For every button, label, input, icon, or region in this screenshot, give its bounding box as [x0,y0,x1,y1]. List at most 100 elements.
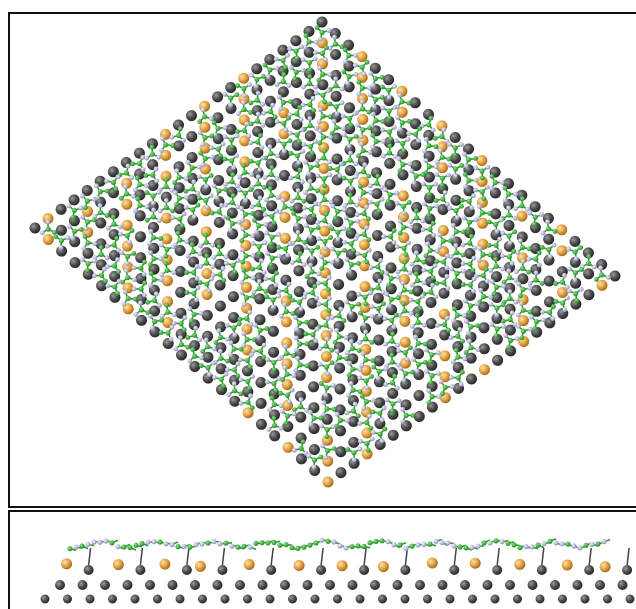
nitrogen-atom [449,266,454,271]
green-atom [249,122,254,127]
green-atom [520,336,525,341]
nitrogen-atom [304,160,309,165]
gray-atom [383,74,394,85]
green-atom [494,305,499,310]
green-atom [304,320,309,325]
nitrogen-atom [424,369,429,374]
nitrogen-atom [226,392,231,397]
green-atom [400,120,405,125]
nitrogen-atom [288,241,293,246]
green-atom [467,261,472,266]
green-atom [185,335,190,340]
orange-atom [439,350,450,361]
green-atom [202,135,207,140]
green-atom [361,169,366,174]
green-atom [433,136,438,141]
green-atom [307,81,312,86]
green-atom [85,219,90,224]
green-atom [277,543,282,548]
green-atom [366,216,371,221]
nitrogen-atom [79,206,84,211]
nitrogen-atom [151,201,156,206]
green-atom [316,78,321,83]
nitrogen-atom [473,165,478,170]
green-atom [325,448,330,453]
green-atom [440,176,445,181]
green-atom [232,270,237,275]
green-atom [360,85,365,90]
green-atom [414,208,419,213]
nitrogen-atom [276,294,281,299]
green-atom [177,217,182,222]
green-atom [508,317,513,322]
nitrogen-atom [302,262,307,267]
gray-atom [135,231,146,242]
nitrogen-atom [328,135,333,140]
nitrogen-atom [383,316,388,321]
green-atom [281,72,286,77]
green-atom [428,269,433,274]
green-atom [401,246,406,251]
nitrogen-atom [279,426,284,431]
green-atom [363,295,368,300]
nitrogen-atom [310,256,315,261]
green-atom [215,126,220,131]
green-atom [454,348,459,353]
green-atom [335,230,340,235]
green-atom [537,251,542,256]
nitrogen-atom [355,219,360,224]
nitrogen-atom [436,371,441,376]
green-atom [191,291,196,296]
green-atom [152,319,157,324]
orange-atom [43,234,54,245]
top-view [30,17,621,488]
green-atom [320,72,325,77]
green-atom [370,133,375,138]
nitrogen-atom [290,260,295,265]
green-atom [164,261,169,266]
green-atom [301,439,306,444]
gray-atom [530,201,541,212]
green-atom [307,67,312,72]
green-atom [179,342,184,347]
gray-atom [492,565,502,575]
green-atom [333,41,338,46]
green-atom [151,193,156,198]
green-atom [344,356,349,361]
gray-atom [348,580,358,590]
green-atom [453,153,458,158]
nitrogen-atom [433,263,438,268]
nitrogen-atom [397,542,402,547]
green-atom [431,275,436,280]
nitrogen-atom [318,362,323,367]
nitrogen-atom [318,107,323,112]
green-atom [416,320,421,325]
nitrogen-atom [314,296,319,301]
green-atom [111,215,116,220]
green-atom [315,245,320,250]
gray-atom [483,580,493,590]
green-atom [426,143,431,148]
green-atom [553,229,558,234]
green-atom [424,253,429,258]
nitrogen-atom [332,35,337,40]
nitrogen-atom [445,316,450,321]
green-atom [349,123,354,128]
nitrogen-atom [357,340,362,345]
bond [454,548,456,565]
nitrogen-atom [308,235,313,240]
green-atom [295,56,300,61]
nitrogen-atom [579,287,584,292]
green-atom [297,300,302,305]
green-atom [494,243,499,248]
green-atom [241,268,246,273]
green-atom [239,392,244,397]
nitrogen-atom [317,346,322,351]
nitrogen-atom [415,369,420,374]
green-atom [440,155,445,160]
green-atom [345,447,350,452]
nitrogen-atom [267,407,272,412]
nitrogen-atom [127,240,132,245]
green-atom [52,230,57,235]
nitrogen-atom [341,126,346,131]
